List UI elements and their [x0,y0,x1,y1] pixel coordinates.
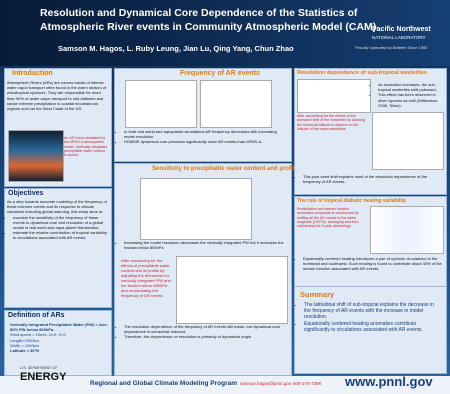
objectives-text: As a step towards accurate modeling of t… [7,199,107,241]
summary-text: The latitudinal shift of sub-tropical ex… [298,302,442,333]
line: Width < 1000km [10,342,40,348]
bullet: Therefore, the dependence on resolution … [124,334,286,339]
doe-line2: ENERGY [20,371,67,383]
section-title: Objectives [8,190,44,197]
definition-text: Vertically Integrated Precipitable Water… [10,322,108,353]
title-2: Atmospheric River events in Community At… [40,21,377,33]
line: Wind speed > 10m/s, U>0, V>0 [10,332,66,338]
org-name: Pacific Northwest [372,26,431,33]
bullet: This pole-ward shift explains most of th… [303,174,443,184]
bullet: Equatorially centered heating anomalies … [304,321,442,333]
title-1: Resolution and Dynamical Core Dependence… [40,7,358,19]
tropical-bullet: Equatorially centered heating introduces… [297,256,443,272]
section-title: Frequency of AR events [180,70,260,77]
section-title: Introduction [12,70,53,77]
resolution-text: As resolution increases, the sub-tropica… [372,82,444,108]
bullet: Equatorially centered heating introduces… [303,256,443,272]
bullet: estimate the relative contribution of tr… [13,230,107,240]
bullet: The latitudinal shift of sub-tropical ex… [304,302,442,321]
bullet: In both real world and aquaplanet simula… [124,129,286,139]
bullet: As resolution increases, the sub-tropica… [378,82,444,92]
authors: Samson M. Hagos, L. Ruby Leung, Jian Lu,… [58,44,294,53]
bullet: The resolution dependence of the frequen… [124,324,286,334]
section-title: Summary [300,290,335,299]
intro-caption: An AR event simulated by the MPAS-A atmo… [64,136,108,158]
url: www.pnnl.gov [345,374,433,389]
contact: samson.hagos@pnnl.gov, 509-375-7398 [240,381,322,386]
sensitivity-text: The resolution dependence of the frequen… [118,324,286,340]
bullet: This effect has been observed in other d… [378,92,444,108]
bullet: examine the sensitivity of the frequency… [13,215,107,231]
org-sub: NATIONAL LABORATORY [372,35,426,40]
bullet: HOMME dynamical core produces significan… [124,139,286,144]
sensitivity-figure [176,256,288,324]
resolution-figure [297,79,371,113]
tropical-figure [370,206,444,254]
header-bar [0,0,450,66]
line: Vertically Integrated Precipitable Water… [10,322,108,327]
section-title: The role of tropical diabatic heating va… [297,198,407,204]
resolution-text: This pole-ward shift explains most of th… [297,174,443,184]
footer-bar [0,376,450,394]
line: 80% PW below 800hPa. [10,327,55,333]
org-tag: Proudly Operated by Battelle Since 1965 [355,45,428,50]
line: Latitude > 30°N [10,348,40,354]
frequency-text: In both real world and aquaplanet simula… [118,129,286,145]
sensitivity-figure [140,178,252,240]
resolution-caption: After accounting for the effects of the … [297,114,365,131]
objectives-intro: As a step towards accurate modeling of t… [7,199,107,215]
tropical-text: Precipitation and stream function anomal… [297,207,359,229]
doe-line1: U.S. DEPARTMENT OF [20,366,58,370]
definition-panel [4,310,112,376]
frequency-figure [125,80,197,128]
intro-figure [8,130,64,182]
objectives-panel [4,188,112,308]
line: Length>2000km [10,337,39,343]
sensitivity-caption: After accounting for the effects of prec… [121,258,171,298]
sensitivity-text: Increasing the model resolution decrease… [118,240,286,250]
section-title: Sensitivity to precipitable water conten… [152,166,298,172]
section-title: Definition of ARs [8,312,65,319]
summary-panel [294,286,447,374]
bullet: Increasing the model resolution decrease… [124,240,286,250]
program: Regional and Global Climate Modeling Pro… [90,380,237,387]
frequency-figure [200,80,272,128]
resolution-figure [372,112,444,170]
section-title: Resolution dependence of sub-tropical we… [297,70,427,76]
intro-text: Atmospheric Rivers (ARs) are narrow band… [7,80,107,112]
